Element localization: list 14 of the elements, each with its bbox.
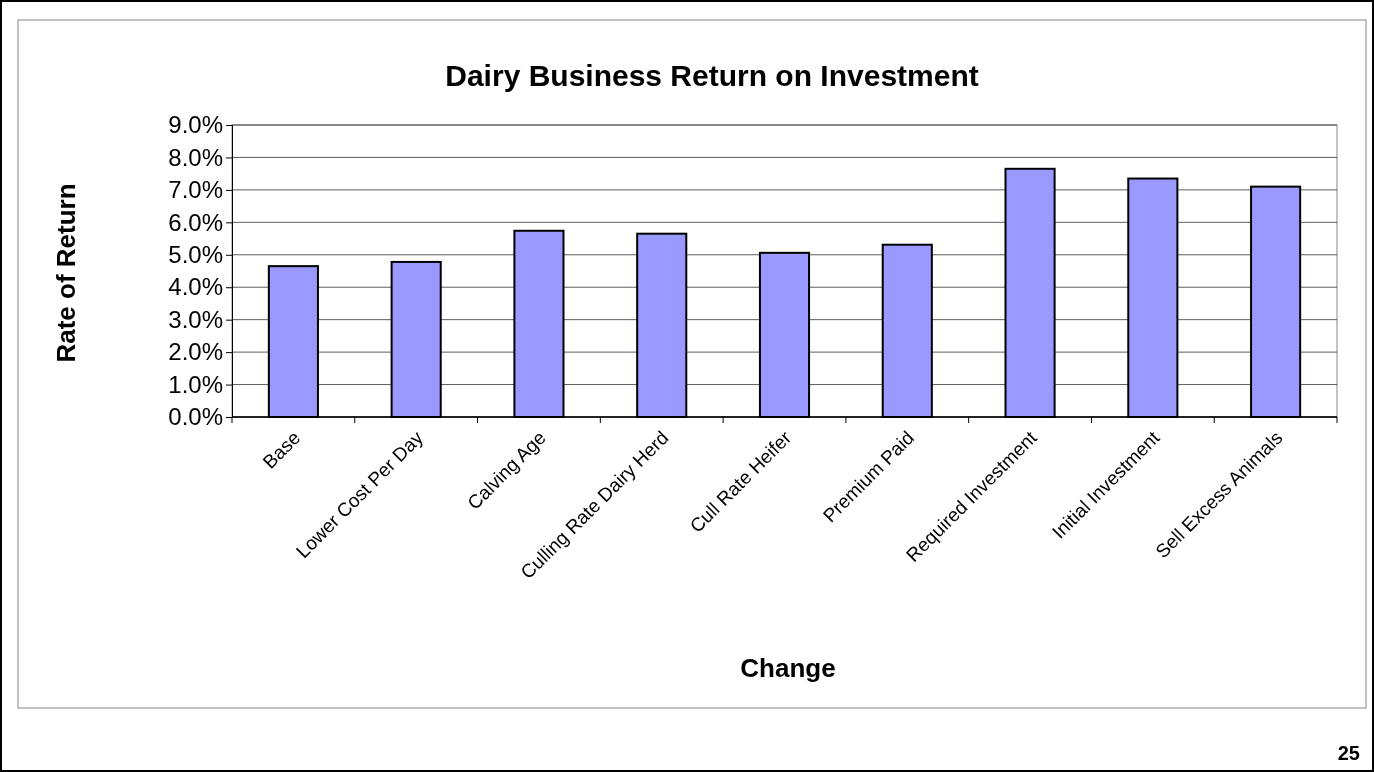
text: 25: [1337, 742, 1360, 764]
y-tick-label: 0.0%: [168, 403, 223, 431]
chart-title: Dairy Business Return on Investment: [445, 59, 979, 92]
y-axis-title: Rate of Return: [51, 183, 81, 363]
y-tick-label: 6.0%: [168, 208, 223, 236]
y-tick-label: 5.0%: [168, 240, 223, 268]
y-tick-label: 8.0%: [168, 143, 223, 171]
y-tick-label: 1.0%: [168, 370, 223, 398]
y-tick-label: 3.0%: [168, 305, 223, 333]
y-tick-label: 7.0%: [168, 176, 223, 204]
y-tick-label: 4.0%: [168, 273, 223, 301]
y-tick-label: 9.0%: [168, 111, 223, 139]
x-axis-title: Change: [740, 653, 836, 683]
y-tick-label: 2.0%: [168, 338, 223, 366]
